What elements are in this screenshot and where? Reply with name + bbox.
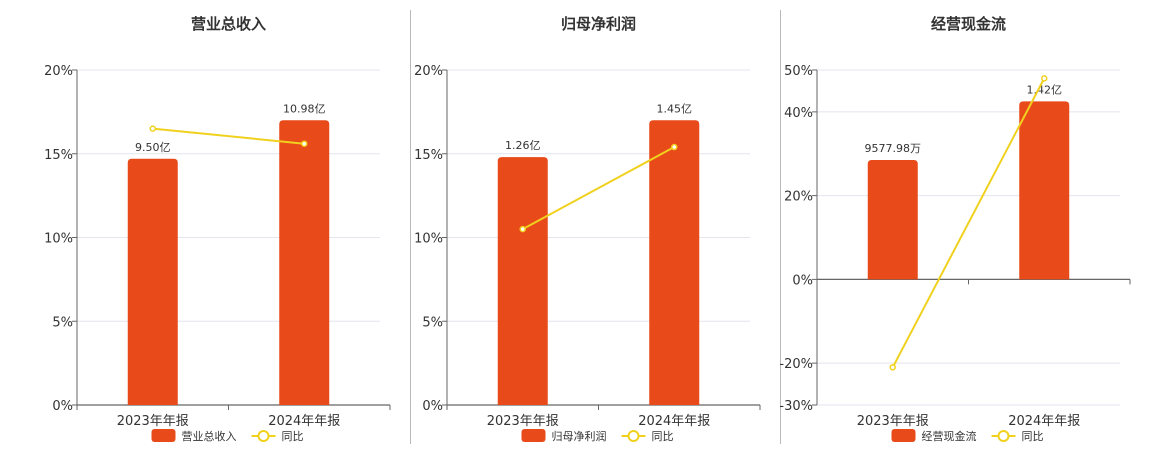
x-tick-label: 2023年年报 bbox=[857, 414, 929, 429]
chart-title: 营业总收入 bbox=[191, 15, 266, 33]
yoy-point bbox=[671, 143, 678, 151]
yoy-line bbox=[152, 127, 305, 145]
chart-panel-cash-flow: 经营现金流 50% 40% 20% 0% -20% -30% 2023年年报 2024年年报 95… bbox=[760, 0, 1131, 450]
legend-line-label: 同比 bbox=[652, 430, 674, 443]
x-tick-label: 2023年年报 bbox=[117, 414, 189, 429]
legend-bar-swatch bbox=[151, 429, 176, 442]
legend-bar-swatch bbox=[891, 429, 916, 442]
panel-divider bbox=[410, 10, 411, 444]
x-tick-label: 2024年年报 bbox=[268, 414, 340, 429]
bar bbox=[127, 158, 178, 405]
chart-panel-revenue: 营业总收入 20% 15% 10% 5% 0% 2023年年报 2024年年报 9.50亿 10.… bbox=[20, 0, 391, 450]
bar bbox=[867, 160, 918, 280]
x-tick-label: 2024年年报 bbox=[638, 414, 710, 429]
y-tick-label: 15% bbox=[44, 148, 73, 163]
yoy-point bbox=[1041, 75, 1048, 82]
panel-divider bbox=[780, 10, 781, 444]
y-tick-label: 20% bbox=[784, 190, 813, 205]
yoy-point bbox=[889, 364, 896, 371]
y-tick-label: 50% bbox=[784, 64, 813, 79]
yoy-line bbox=[522, 146, 675, 231]
legend-line-marker bbox=[257, 430, 270, 442]
legend-bar-label: 归母净利润 bbox=[552, 429, 607, 443]
x-tick-label: 2024年年报 bbox=[1008, 414, 1080, 429]
yoy-point bbox=[301, 140, 308, 147]
yoy-line bbox=[891, 77, 1046, 368]
bar bbox=[1019, 101, 1070, 280]
bar-value-label: 10.98亿 bbox=[283, 102, 326, 115]
legend-bar-label: 营业总收入 bbox=[182, 429, 237, 443]
bar-value-label: 9.50亿 bbox=[135, 141, 171, 154]
y-tick-label: 10% bbox=[44, 232, 73, 247]
y-tick-label: 0% bbox=[792, 273, 813, 288]
revenue-chart: 营业总收入 20% 15% 10% 5% 0% 2023年年报 2024年年报 9.50亿 10.… bbox=[44, 15, 391, 443]
legend-line-marker bbox=[627, 430, 640, 442]
y-tick-label: 0% bbox=[422, 399, 443, 414]
chart-title: 经营现金流 bbox=[931, 15, 1006, 33]
bar-value-label: 1.26亿 bbox=[505, 139, 541, 152]
legend-line-label: 同比 bbox=[1022, 430, 1044, 443]
y-tick-label: 10% bbox=[414, 232, 443, 247]
bar bbox=[497, 157, 548, 405]
y-tick-label: 0% bbox=[52, 399, 73, 414]
bar bbox=[279, 120, 330, 405]
legend-bar-label: 经营现金流 bbox=[922, 429, 977, 443]
y-tick-label: 40% bbox=[784, 106, 813, 121]
y-tick-label: 15% bbox=[414, 148, 443, 163]
bar-value-label: 1.42亿 bbox=[1027, 83, 1063, 96]
bar bbox=[649, 120, 700, 405]
yoy-point bbox=[149, 125, 156, 132]
legend-line-label: 同比 bbox=[282, 430, 304, 443]
bar-value-label: 1.45亿 bbox=[657, 102, 693, 115]
chart-panel-net-profit: 归母净利润 20% 15% 10% 5% 0% 2023年年报 2024年年报 1.26亿 1.4… bbox=[390, 0, 761, 450]
y-tick-label: -30% bbox=[779, 399, 813, 414]
y-tick-label: -20% bbox=[779, 357, 813, 372]
chart-title: 归母净利润 bbox=[561, 15, 636, 33]
y-tick-label: 20% bbox=[414, 64, 443, 79]
legend-bar-swatch bbox=[521, 429, 546, 442]
legend-line-marker bbox=[997, 430, 1010, 442]
yoy-point bbox=[519, 225, 526, 233]
cash-flow-chart: 经营现金流 50% 40% 20% 0% -20% -30% 2023年年报 2024年年报 95… bbox=[779, 15, 1131, 443]
y-tick-label: 5% bbox=[422, 315, 443, 330]
x-tick-label: 2023年年报 bbox=[487, 414, 559, 429]
y-tick-label: 20% bbox=[44, 64, 73, 79]
bar-value-label: 9577.98万 bbox=[865, 142, 922, 155]
net-profit-chart: 归母净利润 20% 15% 10% 5% 0% 2023年年报 2024年年报 1.26亿 1.4… bbox=[414, 15, 761, 443]
y-tick-label: 5% bbox=[52, 315, 73, 330]
